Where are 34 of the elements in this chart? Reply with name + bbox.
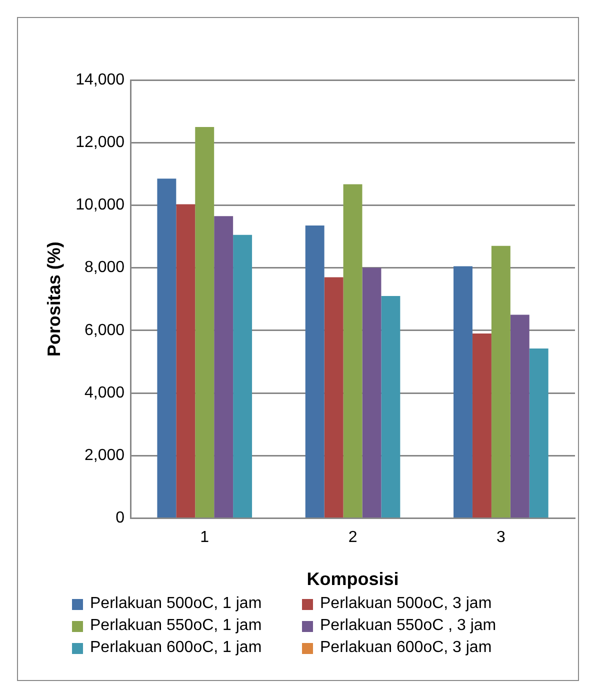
y-tick-label: 6,000 <box>84 322 125 339</box>
bar <box>381 296 400 518</box>
x-tick-label: 2 <box>348 529 358 546</box>
y-tick-label: 4,000 <box>84 384 125 402</box>
legend-label: Perlakuan 500oC, 3 jam <box>320 595 492 613</box>
x-axis-title: Komposisi <box>306 569 399 590</box>
x-tick-label: 1 <box>200 529 210 546</box>
legend-label: Perlakuan 500oC, 1 jam <box>90 595 262 613</box>
legend-label: Perlakuan 550oC, 1 jam <box>90 617 262 635</box>
y-axis-title: Porositas (%) <box>44 242 64 357</box>
y-tick-label: 14,000 <box>76 71 125 88</box>
y-tick-label: 10,000 <box>76 196 125 214</box>
legend-label: Perlakuan 550oC , 3 jam <box>320 617 496 635</box>
x-tick-label: 3 <box>496 529 506 546</box>
bar <box>510 314 530 518</box>
bar <box>491 246 510 518</box>
y-tick-label: 2,000 <box>84 447 125 464</box>
bar <box>362 268 382 518</box>
bar <box>454 266 472 518</box>
bar <box>305 226 324 518</box>
bar <box>195 126 214 518</box>
legend-label: Perlakuan 600oC, 3 jam <box>320 639 492 657</box>
y-tick-label: 8,000 <box>84 259 125 276</box>
y-tick-label: 0 <box>116 510 125 527</box>
bar <box>472 334 492 518</box>
bar <box>529 348 548 518</box>
bar <box>324 277 344 518</box>
bar <box>157 178 176 518</box>
bar <box>343 184 362 518</box>
bar <box>233 234 252 518</box>
bar <box>176 204 196 518</box>
y-tick-label: 12,000 <box>76 134 125 152</box>
legend-label: Perlakuan 600oC, 1 jam <box>90 639 262 657</box>
bar <box>214 216 234 518</box>
